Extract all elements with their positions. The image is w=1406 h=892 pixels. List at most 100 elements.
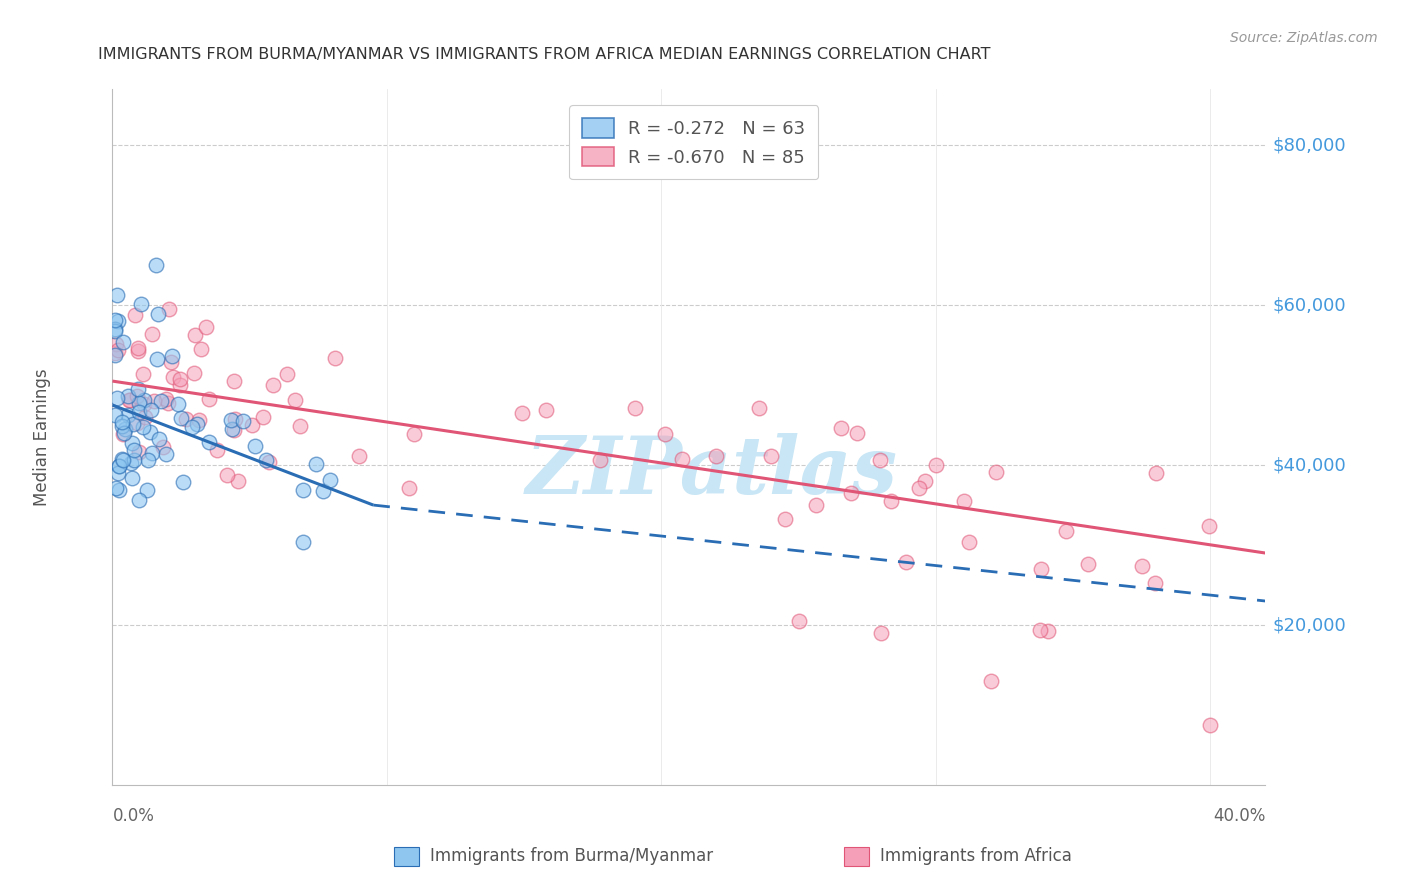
Point	[122, 442, 145, 457]
Point	[127, 344, 149, 359]
Point	[121, 417, 143, 432]
Point	[292, 483, 315, 498]
Point	[980, 673, 1002, 688]
Point	[134, 409, 156, 424]
Point	[224, 412, 246, 426]
Point	[534, 402, 557, 417]
Point	[105, 288, 128, 302]
Point	[162, 370, 184, 384]
Point	[671, 452, 693, 467]
Point	[226, 475, 249, 489]
Point	[284, 393, 307, 408]
Point	[172, 475, 194, 489]
Point	[195, 319, 218, 334]
Point	[128, 405, 150, 419]
Point	[1199, 718, 1222, 732]
Point	[121, 435, 143, 450]
Point	[112, 425, 135, 440]
Point	[205, 443, 228, 458]
Text: $60,000: $60,000	[1272, 296, 1346, 314]
Point	[120, 392, 142, 407]
Point	[107, 343, 129, 357]
Point	[704, 449, 727, 463]
Point	[654, 427, 676, 442]
Point	[117, 389, 139, 403]
Point	[111, 452, 134, 467]
Point	[869, 453, 891, 467]
Point	[104, 346, 127, 360]
Text: IMMIGRANTS FROM BURMA/MYANMAR VS IMMIGRANTS FROM AFRICA MEDIAN EARNINGS CORRELAT: IMMIGRANTS FROM BURMA/MYANMAR VS IMMIGRA…	[98, 47, 991, 62]
Point	[107, 483, 129, 498]
Point	[252, 409, 274, 424]
Point	[957, 535, 980, 549]
Point	[112, 334, 135, 349]
Point	[104, 324, 127, 338]
Point	[839, 485, 862, 500]
Text: 0.0%: 0.0%	[112, 807, 155, 825]
Point	[319, 473, 342, 487]
Point	[240, 418, 263, 433]
Point	[245, 439, 267, 453]
Point	[167, 397, 190, 411]
Point	[197, 434, 219, 449]
Text: Median Earnings: Median Earnings	[34, 368, 51, 506]
Point	[104, 322, 127, 336]
Point	[219, 413, 242, 427]
Point	[1144, 466, 1167, 480]
Point	[135, 483, 157, 497]
Text: $80,000: $80,000	[1272, 136, 1346, 154]
Point	[170, 410, 193, 425]
Point	[589, 452, 612, 467]
Point	[305, 458, 328, 472]
Point	[104, 408, 127, 422]
Point	[118, 393, 141, 408]
Point	[787, 614, 810, 628]
Point	[108, 458, 131, 473]
Point	[222, 374, 245, 388]
Text: $20,000: $20,000	[1272, 616, 1346, 634]
Text: Source: ZipAtlas.com: Source: ZipAtlas.com	[1230, 31, 1378, 45]
Point	[104, 348, 127, 362]
Legend: R = -0.272   N = 63, R = -0.670   N = 85: R = -0.272 N = 63, R = -0.670 N = 85	[569, 105, 818, 179]
Point	[291, 535, 314, 549]
Point	[183, 328, 205, 343]
Point	[127, 341, 149, 355]
Point	[142, 394, 165, 409]
Point	[121, 471, 143, 485]
Point	[111, 419, 134, 434]
Point	[107, 466, 129, 480]
Point	[925, 458, 948, 472]
Point	[132, 367, 155, 381]
Text: $40,000: $40,000	[1272, 456, 1346, 474]
Point	[312, 484, 335, 499]
Point	[157, 396, 180, 410]
Point	[114, 421, 136, 435]
Point	[136, 453, 159, 467]
Point	[257, 455, 280, 469]
Point	[157, 301, 180, 316]
Point	[139, 403, 162, 417]
Point	[221, 422, 243, 436]
Point	[141, 446, 163, 460]
Point	[215, 468, 238, 483]
Point	[1130, 559, 1153, 574]
Point	[186, 417, 208, 431]
Point	[254, 453, 277, 467]
Point	[111, 415, 134, 429]
Text: ZIPatlas: ZIPatlas	[526, 434, 898, 510]
Point	[188, 413, 211, 427]
Point	[262, 378, 284, 392]
Point	[127, 382, 149, 396]
Point	[107, 314, 129, 328]
Point	[1028, 624, 1050, 638]
Point	[107, 458, 129, 473]
Point	[1054, 524, 1077, 538]
Text: Immigrants from Africa: Immigrants from Africa	[880, 847, 1071, 865]
Point	[830, 421, 852, 435]
Point	[155, 447, 177, 461]
Point	[1077, 557, 1099, 571]
Point	[914, 474, 936, 488]
Point	[323, 351, 346, 366]
Point	[139, 425, 162, 439]
Point	[131, 297, 153, 311]
